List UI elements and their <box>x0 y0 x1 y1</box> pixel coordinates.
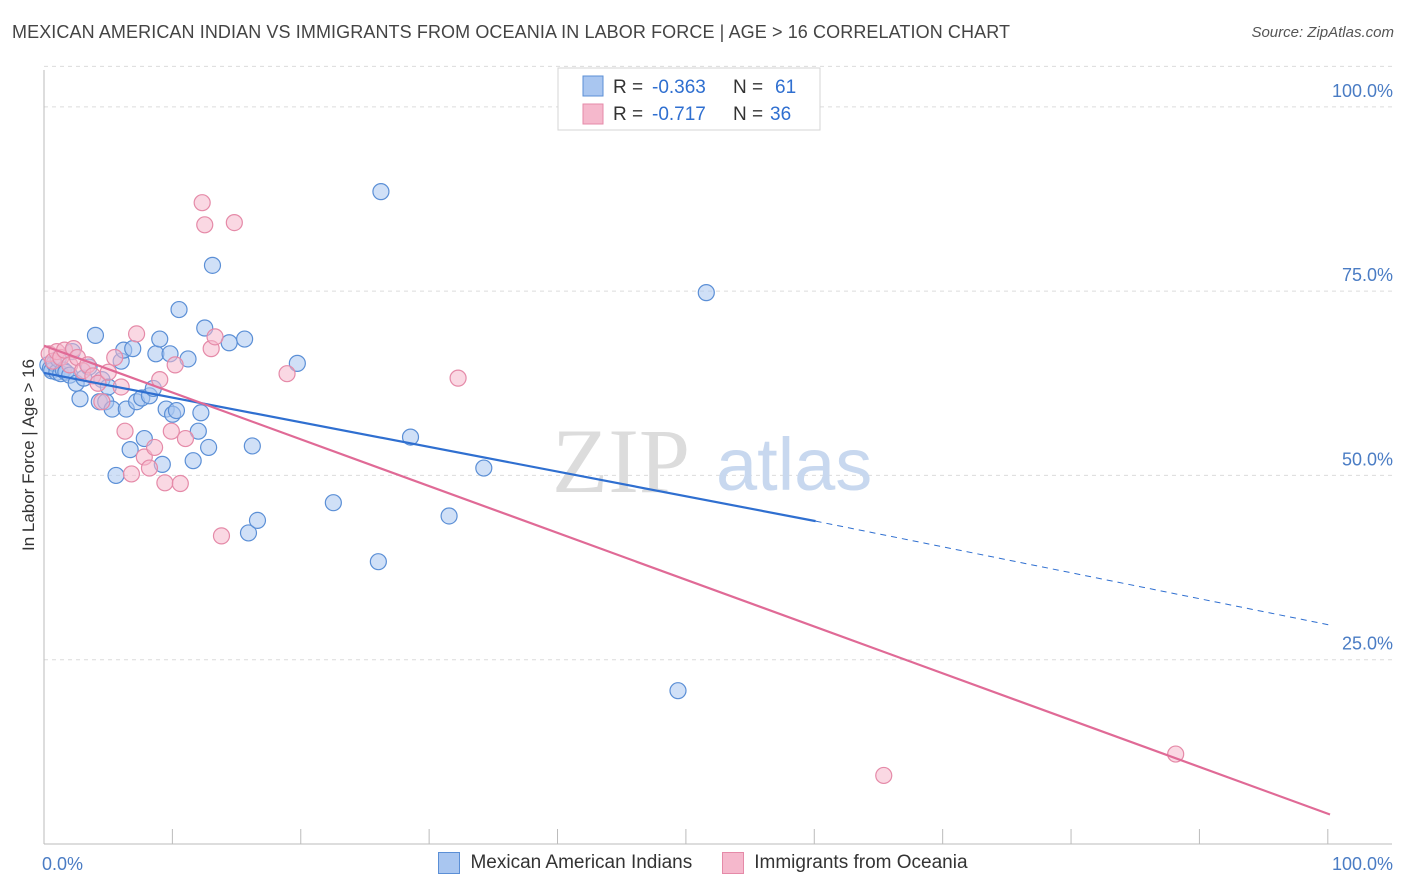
point-blue-46 <box>203 256 222 274</box>
point-pink-27 <box>176 429 195 448</box>
legend-swatch-pink <box>582 103 604 125</box>
point-pink-16 <box>116 422 134 440</box>
point-pink-29 <box>196 216 214 234</box>
point-blue-56 <box>401 428 420 446</box>
point-blue-60 <box>697 284 715 302</box>
series-immigrants-from-oceania <box>40 194 1185 785</box>
x-tick-label-100: 100.0% <box>1332 854 1393 874</box>
point-blue-59 <box>669 682 687 700</box>
y-tick-label-50: 50.0% <box>1342 449 1393 469</box>
legend-item-immigrants-from-oceania: Immigrants from Oceania <box>722 852 968 874</box>
point-pink-17 <box>122 465 141 483</box>
trend-line-blue <box>43 371 816 523</box>
point-blue-26 <box>124 340 142 358</box>
point-blue-41 <box>184 452 202 470</box>
y-tick-label-100: 100.0% <box>1332 81 1393 101</box>
point-pink-20 <box>140 459 159 477</box>
legend-r-label-blue: R = <box>613 77 643 98</box>
point-pink-28 <box>193 194 211 212</box>
y-axis-label: In Labor Force | Age > 16 <box>19 359 38 551</box>
point-blue-58 <box>475 459 493 477</box>
source-label: Source: ZipAtlas.com <box>1251 24 1394 41</box>
point-pink-31 <box>206 328 224 346</box>
point-pink-18 <box>127 325 146 343</box>
point-pink-21 <box>145 438 164 457</box>
point-blue-45 <box>200 438 218 457</box>
x-tick-label-0: 0.0% <box>42 854 83 874</box>
point-pink-32 <box>212 527 231 545</box>
legend-n-value-pink: 36 <box>770 104 791 125</box>
point-pink-37 <box>1167 745 1185 763</box>
point-blue-50 <box>243 437 261 455</box>
point-blue-48 <box>236 330 254 348</box>
point-blue-25 <box>121 441 139 459</box>
point-pink-25 <box>166 356 184 374</box>
point-pink-33 <box>225 213 243 232</box>
point-blue-42 <box>189 422 207 440</box>
y-tick-label-25: 25.0% <box>1342 634 1393 654</box>
point-blue-53 <box>324 494 342 512</box>
series-legend: Mexican American Indians Immigrants from… <box>0 852 1406 874</box>
chart-title: MEXICAN AMERICAN INDIAN VS IMMIGRANTS FR… <box>12 22 1011 42</box>
legend-r-label-pink: R = <box>613 104 643 125</box>
point-blue-57 <box>440 507 458 525</box>
stats-legend: R = -0.363 N = 61 R = -0.717 N = 36 <box>557 67 821 131</box>
point-pink-14 <box>106 348 124 367</box>
legend-swatch-immigrants-from-oceania <box>722 852 745 874</box>
point-blue-15 <box>86 326 105 344</box>
point-blue-12 <box>71 390 89 408</box>
legend-n-label-pink: N = <box>733 104 763 125</box>
point-blue-51 <box>248 511 267 529</box>
point-blue-38 <box>167 401 186 420</box>
watermark-zip: ZIP <box>552 410 690 512</box>
legend-swatch-blue <box>582 75 604 97</box>
legend-n-value-blue: 61 <box>775 77 796 98</box>
point-blue-21 <box>107 466 125 485</box>
grid-lines <box>44 65 1392 661</box>
point-pink-12 <box>93 393 111 411</box>
point-pink-34 <box>278 365 296 383</box>
legend-r-value-blue: -0.363 <box>652 77 706 98</box>
legend-swatch-mexican-american-indians <box>438 852 461 874</box>
point-blue-33 <box>151 330 169 348</box>
point-blue-43 <box>192 404 210 422</box>
y-tick-label-75: 75.0% <box>1342 265 1393 285</box>
watermark-atlas: atlas <box>716 423 872 506</box>
point-blue-49 <box>239 524 258 542</box>
legend-item-mexican-american-indians: Mexican American Indians <box>438 852 692 874</box>
point-pink-23 <box>156 474 174 492</box>
watermark: ZIP atlas <box>552 410 872 512</box>
point-blue-55 <box>372 183 390 201</box>
point-blue-52 <box>288 354 306 372</box>
trend-line-pink <box>43 344 1331 816</box>
legend-n-label-blue: N = <box>733 77 763 98</box>
legend-label-mexican-american-indians: Mexican American Indians <box>470 852 693 873</box>
trend-lines <box>43 344 1331 816</box>
legend-r-value-pink: -0.717 <box>652 104 706 125</box>
point-pink-26 <box>171 474 189 493</box>
axes <box>43 70 1392 845</box>
point-blue-54 <box>369 553 387 571</box>
tick-labels: 25.0% 50.0% 75.0% 100.0% 0.0% 100.0% <box>42 81 1393 874</box>
point-blue-39 <box>170 300 188 319</box>
trend-line-blue-extension <box>815 520 1331 626</box>
point-pink-35 <box>449 369 467 387</box>
legend-label-immigrants-from-oceania: Immigrants from Oceania <box>754 852 968 873</box>
point-pink-36 <box>875 766 893 785</box>
point-pink-24 <box>162 422 180 440</box>
